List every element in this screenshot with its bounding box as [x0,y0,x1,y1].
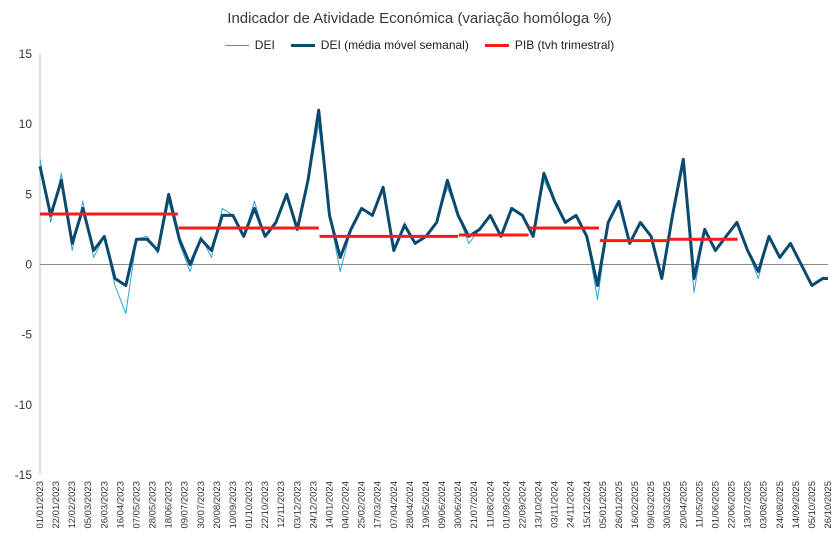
x-tick-label: 26/03/2023 [99,481,110,529]
y-tick-label: -15 [15,468,33,482]
x-tick-label: 05/10/2025 [807,481,818,529]
x-tick-label: 19/05/2024 [421,481,432,529]
x-tick-label: 03/12/2023 [292,481,303,529]
x-tick-label: 28/05/2023 [148,481,159,529]
legend-item-dei-mm: DEI (média móvel semanal) [290,38,469,52]
y-tick-label: -5 [21,328,32,342]
x-tick-label: 14/01/2024 [324,481,335,529]
x-tick-label: 24/11/2024 [566,481,577,528]
x-tick-label: 11/05/2025 [694,481,705,528]
x-tick-label: 09/03/2025 [646,481,657,529]
legend-item-pib: PIB (tvh trimestral) [484,38,615,52]
x-tick-label: 18/06/2023 [164,481,175,529]
x-tick-label: 22/09/2024 [517,481,528,529]
legend-label-dei: DEI [254,38,275,52]
x-tick-label: 22/01/2023 [51,481,62,529]
x-tick-label: 01/06/2025 [710,481,721,529]
x-tick-label: 25/02/2024 [357,481,368,529]
x-tick-label: 13/07/2025 [743,481,754,529]
x-tick-label: 07/05/2023 [131,481,142,529]
x-tick-label: 30/03/2025 [662,481,673,529]
y-tick-label: 5 [25,187,32,201]
series-line-dei-mm [38,108,828,287]
x-tick-label: 11/08/2024 [485,481,496,528]
x-tick-label: 16/02/2025 [630,481,641,529]
y-tick-label: 15 [19,47,33,61]
y-tick-label: -10 [15,398,33,412]
x-tick-label: 01/09/2024 [501,481,512,529]
x-tick-label: 07/04/2024 [389,481,400,529]
legend-swatch-dei [224,44,249,46]
y-tick-label: 10 [19,117,33,131]
x-tick-label: 01/01/2023 [35,481,46,529]
legend-swatch-dei-mm [290,43,315,47]
x-tick-label: 24/08/2025 [775,481,786,529]
x-tick-label: 05/03/2023 [83,481,94,529]
x-tick-label: 12/11/2023 [276,481,287,528]
legend-label-dei-mm: DEI (média móvel semanal) [320,38,469,52]
x-tick-label: 04/02/2024 [341,481,352,529]
x-tick-label: 12/02/2023 [67,481,78,529]
legend-item-dei: DEI [224,38,275,52]
x-tick-label: 15/12/2024 [582,481,593,529]
x-tick-label: 10/09/2023 [228,481,239,529]
legend-label-pib: PIB (tvh trimestral) [514,38,615,52]
x-tick-label: 22/10/2023 [260,481,271,529]
x-tick-label: 24/12/2023 [308,481,319,529]
x-tick-label: 05/01/2025 [598,481,609,529]
x-tick-label: 22/06/2025 [727,481,738,529]
x-tick-label: 03/11/2024 [550,481,561,528]
x-tick-label: 30/06/2024 [453,481,464,529]
x-tick-label: 20/04/2025 [678,481,689,529]
series-line-dei [39,123,828,315]
x-tick-label: 26/10/2025 [823,481,834,529]
x-tick-label: 30/07/2023 [196,481,207,529]
x-tick-label: 28/04/2024 [405,481,416,529]
x-tick-label: 17/03/2024 [373,481,384,529]
x-tick-label: 03/08/2025 [759,481,770,529]
x-tick-label: 16/04/2023 [115,481,126,529]
chart-title: Indicador de Atividade Económica (variaç… [227,10,612,27]
x-tick-label: 09/07/2023 [180,481,191,529]
x-tick-label: 21/07/2024 [469,481,480,529]
x-tick-label: 20/08/2023 [212,481,223,529]
y-tick-label: 0 [25,258,32,272]
legend: DEI DEI (média móvel semanal) PIB (tvh t… [0,38,839,52]
x-tick-label: 26/01/2025 [614,481,625,529]
legend-swatch-pib [484,43,509,47]
x-tick-label: 14/09/2025 [791,481,802,529]
x-tick-label: 09/06/2024 [437,481,448,529]
x-tick-label: 01/10/2023 [244,481,255,529]
x-tick-label: 13/10/2024 [534,481,545,529]
